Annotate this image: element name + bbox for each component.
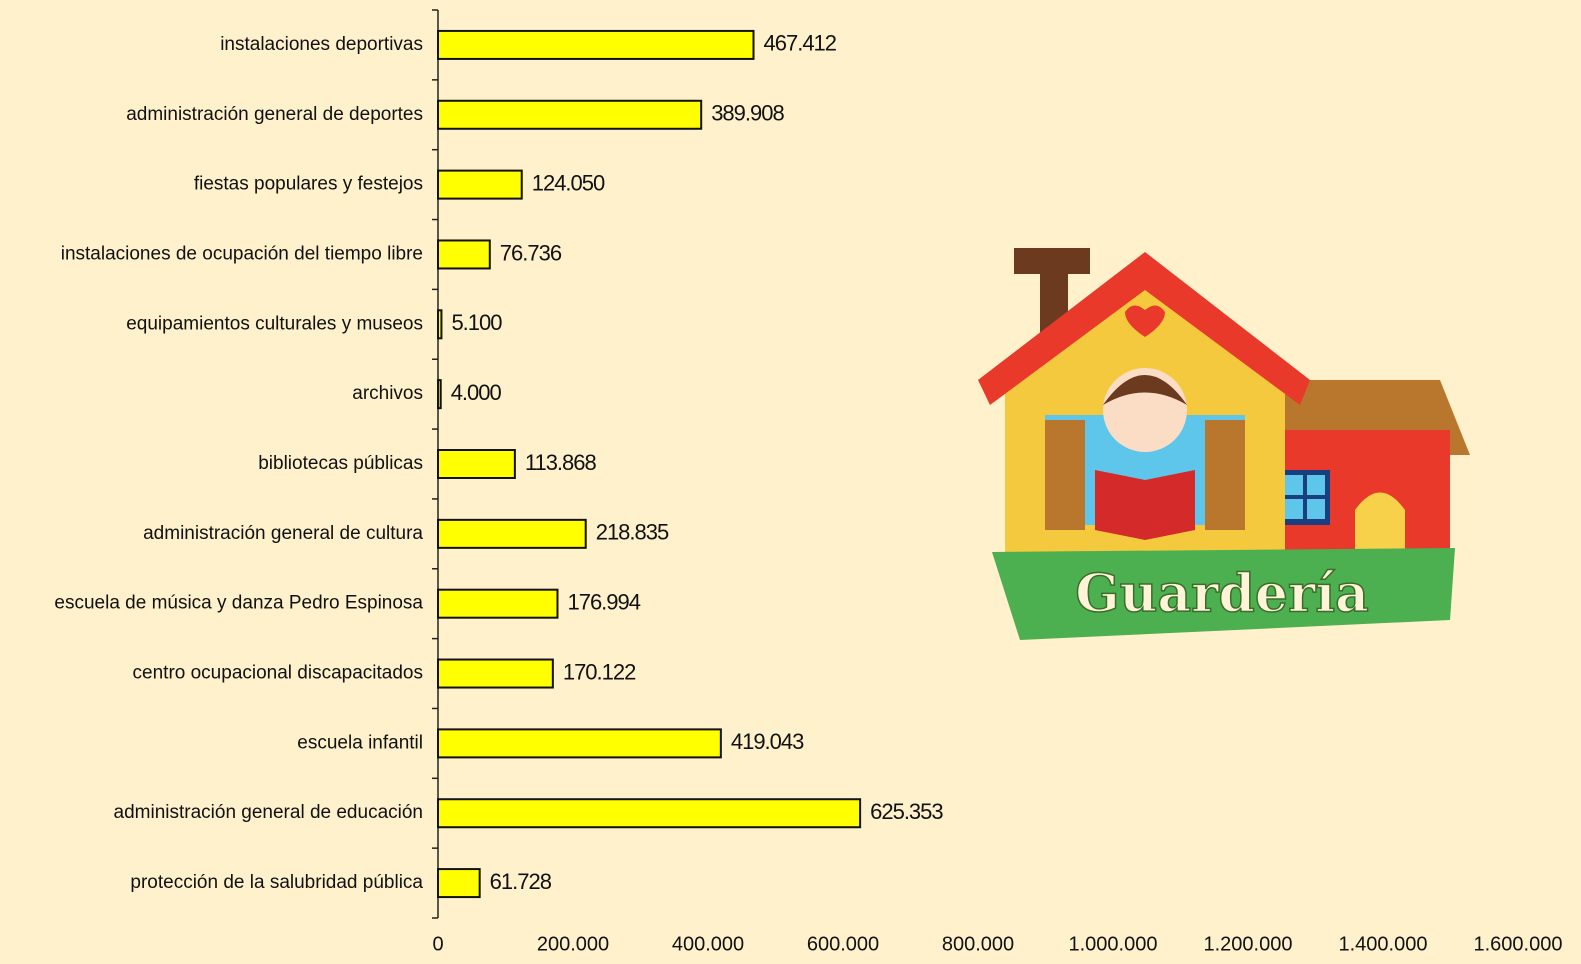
- y-tick-label: protección de la salubridad pública: [130, 872, 423, 893]
- bar: [437, 449, 516, 479]
- y-tick-label: centro ocupacional discapacitados: [133, 663, 423, 684]
- x-tick-label: 1.200.000: [1204, 933, 1293, 955]
- bar: [437, 309, 443, 340]
- value-label: 61.728: [490, 869, 552, 894]
- bar: [437, 728, 722, 759]
- y-tick-label: instalaciones deportivas: [220, 34, 423, 55]
- bar: [437, 658, 554, 689]
- bar: [437, 798, 862, 829]
- y-tick-label: bibliotecas públicas: [258, 453, 423, 474]
- house-illustration: [978, 248, 1470, 640]
- bar: [437, 99, 703, 130]
- value-label: 419.043: [731, 729, 804, 754]
- bar: [437, 239, 491, 270]
- x-tick-label: 200.000: [537, 933, 609, 955]
- bar: [437, 868, 481, 899]
- value-label: 5.100: [451, 310, 502, 335]
- y-tick-label: escuela de música y danza Pedro Espinosa: [54, 593, 423, 614]
- x-tick-label: 0: [432, 933, 443, 955]
- bar: [437, 588, 559, 619]
- y-tick-label: equipamientos culturales y museos: [126, 313, 423, 334]
- annotation: Guardería: [1075, 564, 1369, 625]
- bar: [437, 518, 587, 549]
- value-label: 218.835: [596, 520, 669, 545]
- y-tick-label: administración general de educación: [114, 802, 423, 823]
- y-tick-label: instalaciones de ocupación del tiempo li…: [61, 243, 423, 264]
- value-label: 625.353: [870, 799, 943, 824]
- value-label: 389.908: [711, 101, 784, 126]
- y-tick-label: administración general de cultura: [143, 523, 423, 544]
- value-label: 4.000: [451, 380, 502, 405]
- x-tick-label: 600.000: [807, 933, 879, 955]
- y-tick-label: archivos: [352, 383, 423, 404]
- bar: [437, 169, 523, 200]
- y-tick-label: administración general de deportes: [126, 104, 423, 125]
- value-label: 467.412: [764, 31, 837, 56]
- value-label: 170.122: [563, 659, 636, 684]
- x-tick-label: 1.000.000: [1069, 933, 1158, 955]
- x-tick-label: 400.000: [672, 933, 744, 955]
- value-label: 76.736: [500, 240, 562, 265]
- y-tick-label: escuela infantil: [297, 732, 423, 753]
- x-tick-label: 1.400.000: [1339, 933, 1428, 955]
- value-label: 176.994: [567, 590, 640, 615]
- x-tick-label: 800.000: [942, 933, 1014, 955]
- y-tick-label: fiestas populares y festejos: [194, 174, 423, 195]
- value-label: 124.050: [532, 170, 605, 195]
- bar: [437, 379, 442, 410]
- bar: [437, 29, 755, 60]
- x-tick-label: 1.600.000: [1474, 933, 1563, 955]
- value-label: 113.868: [525, 450, 597, 475]
